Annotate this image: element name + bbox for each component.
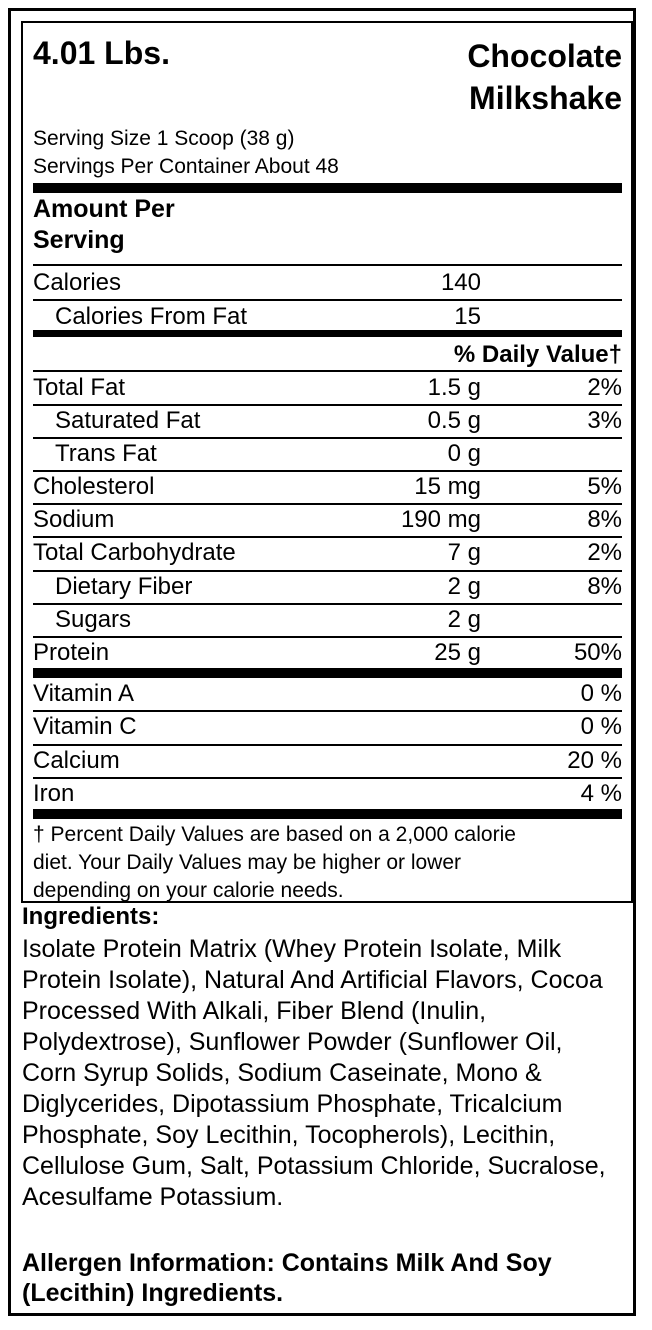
vitamin-daily-value: 0 % bbox=[580, 680, 622, 707]
label-header: 4.01 Lbs. Chocolate Milkshake bbox=[33, 23, 622, 131]
calories-row: Calories 140 bbox=[33, 266, 622, 299]
divider bbox=[33, 636, 622, 638]
nutrient-label: Dietary Fiber bbox=[55, 573, 193, 600]
nutrient-label: Protein bbox=[33, 639, 110, 666]
vitamin-row: Vitamin C 0 % bbox=[33, 710, 622, 743]
divider bbox=[33, 370, 622, 372]
divider bbox=[33, 777, 622, 779]
nutrient-amount: 7 g bbox=[447, 539, 481, 566]
flavor-name: Chocolate Milkshake bbox=[467, 35, 622, 119]
footnote-line-2: diet. Your Daily Values may be higher or… bbox=[33, 851, 462, 874]
flavor-line-2: Milkshake bbox=[469, 80, 622, 116]
calories-from-fat-row: Calories From Fat 15 bbox=[33, 300, 622, 333]
nutrient-label: Total Carbohydrate bbox=[33, 539, 236, 566]
nutrient-amount: 2 g bbox=[447, 606, 481, 633]
nutrient-daily-value: 5% bbox=[587, 473, 622, 500]
nutrient-row: Total Carbohydrate 7 g 2% bbox=[33, 536, 622, 569]
nutrient-row: Sugars 2 g bbox=[33, 603, 622, 636]
footnote-line-3: depending on your calorie needs. bbox=[33, 879, 344, 902]
allergen-information: Allergen Information: Contains Milk And … bbox=[22, 1249, 552, 1307]
nutrition-facts-content: 4.01 Lbs. Chocolate Milkshake Serving Si… bbox=[33, 23, 622, 902]
nutrient-daily-value: 8% bbox=[587, 506, 622, 533]
nutrition-facts-panel: 4.01 Lbs. Chocolate Milkshake Serving Si… bbox=[21, 21, 633, 903]
divider bbox=[33, 536, 622, 538]
nutrient-amount: 0 g bbox=[447, 440, 481, 467]
calories-from-fat-value: 15 bbox=[454, 303, 481, 330]
nutrient-row: Saturated Fat 0.5 g 3% bbox=[33, 404, 622, 437]
vitamin-daily-value: 0 % bbox=[580, 713, 622, 740]
footnote-line-1: † Percent Daily Values are based on a 2,… bbox=[33, 823, 516, 846]
nutrient-amount: 15 mg bbox=[414, 473, 481, 500]
divider bbox=[33, 299, 622, 301]
vitamin-daily-value: 20 % bbox=[567, 747, 622, 774]
nutrient-row: Cholesterol 15 mg 5% bbox=[33, 470, 622, 503]
divider bbox=[33, 744, 622, 746]
nutrient-label: Saturated Fat bbox=[55, 407, 201, 434]
amount-per-serving: Amount Per Serving bbox=[33, 194, 175, 256]
divider bbox=[33, 570, 622, 572]
nutrient-daily-value: 8% bbox=[587, 573, 622, 600]
thick-divider bbox=[33, 668, 622, 678]
vitamin-daily-value: 4 % bbox=[580, 780, 622, 807]
nutrient-label: Sodium bbox=[33, 506, 115, 533]
vitamin-label: Iron bbox=[33, 780, 75, 807]
ingredients-heading: Ingredients: bbox=[22, 903, 160, 930]
calories-from-fat-label: Calories From Fat bbox=[55, 303, 248, 330]
vitamin-label: Vitamin C bbox=[33, 713, 137, 740]
nutrient-daily-value: 50% bbox=[573, 639, 622, 666]
serving-size: Serving Size 1 Scoop (38 g) bbox=[33, 127, 295, 150]
nutrient-daily-value: 3% bbox=[587, 407, 622, 434]
divider bbox=[33, 264, 622, 266]
vitamin-label: Calcium bbox=[33, 747, 120, 774]
nutrient-label: Cholesterol bbox=[33, 473, 155, 500]
vitamin-row: Calcium 20 % bbox=[33, 744, 622, 777]
medium-divider bbox=[33, 330, 622, 337]
flavor-line-1: Chocolate bbox=[467, 38, 622, 74]
nutrient-label: Total Fat bbox=[33, 374, 126, 401]
calories-label: Calories bbox=[33, 269, 122, 296]
nutrient-amount: 190 mg bbox=[400, 506, 481, 533]
calories-value: 140 bbox=[440, 269, 481, 296]
nutrient-daily-value: 2% bbox=[587, 374, 622, 401]
nutrient-amount: 25 g bbox=[434, 639, 481, 666]
vitamin-label: Vitamin A bbox=[33, 680, 134, 707]
net-weight: 4.01 Lbs. bbox=[33, 35, 170, 71]
nutrient-label: Trans Fat bbox=[55, 440, 157, 467]
ingredients-list: Isolate Protein Matrix (Whey Protein Iso… bbox=[22, 935, 606, 1211]
divider bbox=[33, 503, 622, 505]
divider bbox=[33, 710, 622, 712]
nutrient-row: Total Fat 1.5 g 2% bbox=[33, 371, 622, 404]
servings-per-container: Servings Per Container About 48 bbox=[33, 155, 339, 178]
thick-divider bbox=[33, 183, 622, 193]
divider bbox=[33, 603, 622, 605]
vitamin-row: Iron 4 % bbox=[33, 777, 622, 810]
vitamin-row: Vitamin A 0 % bbox=[33, 677, 622, 710]
amount-per-serving-line-1: Amount Per bbox=[33, 195, 175, 223]
nutrient-amount: 0.5 g bbox=[427, 407, 481, 434]
daily-value-header: % Daily Value† bbox=[453, 341, 622, 368]
amount-per-serving-line-2: Serving bbox=[33, 226, 125, 254]
nutrient-row: Trans Fat 0 g bbox=[33, 437, 622, 470]
divider bbox=[33, 470, 622, 472]
thick-divider bbox=[33, 809, 622, 819]
nutrient-label: Sugars bbox=[55, 606, 132, 633]
nutrient-row: Sodium 190 mg 8% bbox=[33, 503, 622, 536]
nutrient-daily-value: 2% bbox=[587, 539, 622, 566]
daily-value-footnote: † Percent Daily Values are based on a 2,… bbox=[33, 821, 622, 905]
label-outer-border: 4.01 Lbs. Chocolate Milkshake Serving Si… bbox=[8, 8, 636, 1316]
nutrient-amount: 1.5 g bbox=[427, 374, 481, 401]
divider bbox=[33, 404, 622, 406]
nutrient-amount: 2 g bbox=[447, 573, 481, 600]
nutrient-row: Dietary Fiber 2 g 8% bbox=[33, 570, 622, 603]
divider bbox=[33, 437, 622, 439]
nutrient-row: Protein 25 g 50% bbox=[33, 636, 622, 669]
